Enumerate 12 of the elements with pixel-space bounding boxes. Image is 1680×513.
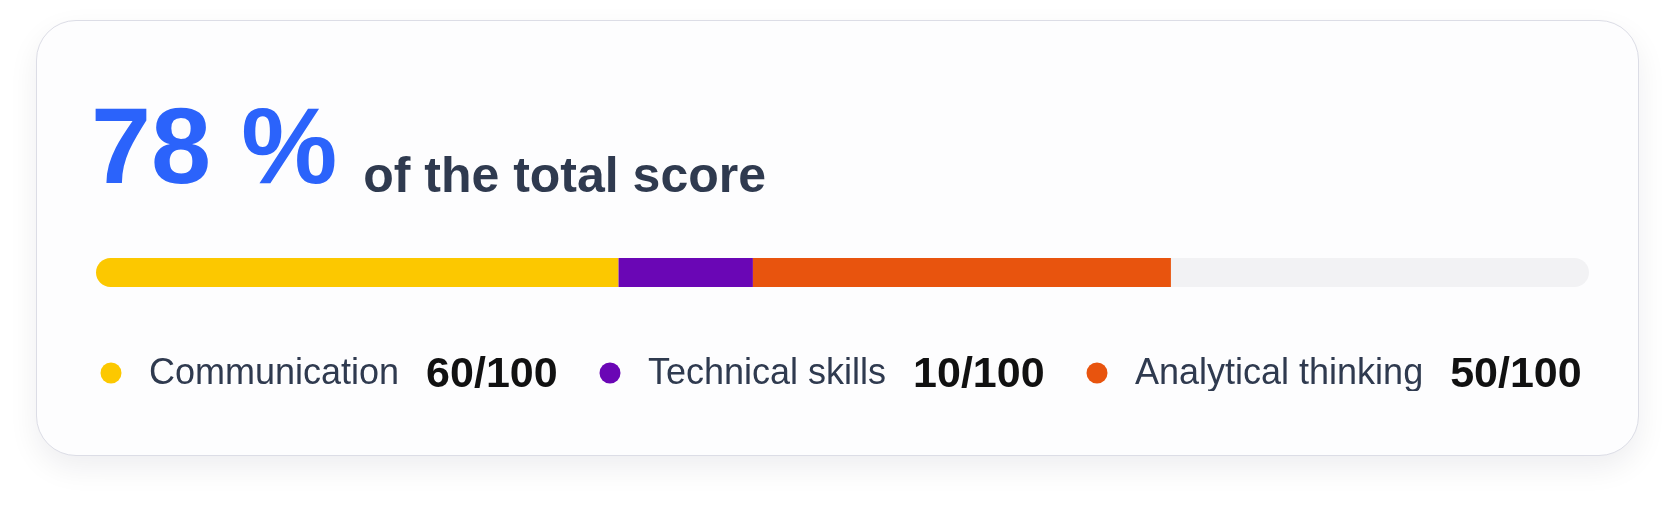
bar [752,258,1171,287]
chart-title: 78 % [91,85,338,206]
legend-label: Analytical thinking [1135,351,1424,392]
legend-label: Technical skills [648,351,887,392]
text: 50/100 [1450,347,1582,396]
chart-subtitle: of the total score [363,146,767,204]
bar [96,258,619,287]
text: 10/100 [913,347,1045,396]
legend-label: Communication [149,351,400,392]
bar [1170,258,1589,287]
text: 60/100 [426,347,558,396]
bar [618,258,753,287]
